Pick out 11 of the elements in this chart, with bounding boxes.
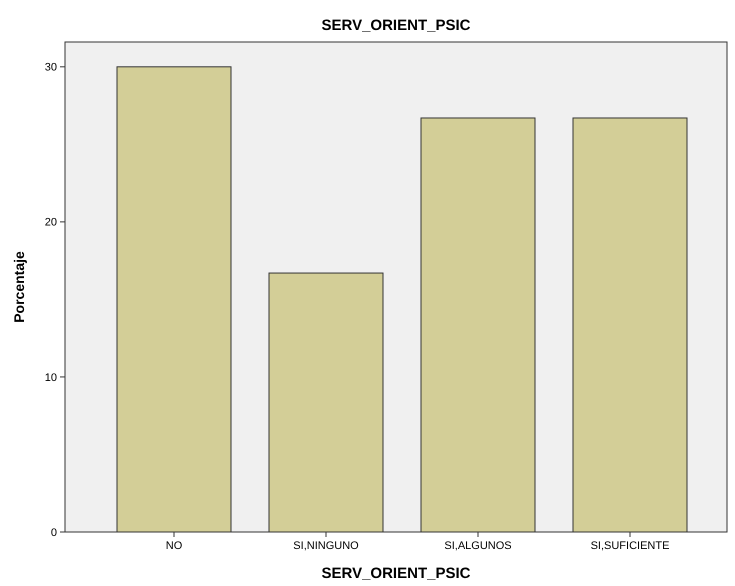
x-tick-label: SI,NINGUNO bbox=[293, 540, 360, 552]
x-tick-label: SI,SUFICIENTE bbox=[590, 540, 670, 552]
y-tick-label: 0 bbox=[50, 526, 57, 539]
y-tick-label: 30 bbox=[44, 62, 57, 74]
y-axis-title: Porcentaje bbox=[11, 250, 27, 323]
x-tick-label: SI,ALGUNOS bbox=[444, 540, 512, 552]
x-tick-label: NO bbox=[166, 540, 183, 552]
y-tick-label: 20 bbox=[44, 216, 57, 229]
x-axis-title: SERV_ORIENT_PSIC bbox=[322, 565, 471, 582]
chart-title: SERV_ORIENT_PSIC bbox=[322, 17, 471, 34]
y-tick-label: 10 bbox=[44, 372, 57, 384]
